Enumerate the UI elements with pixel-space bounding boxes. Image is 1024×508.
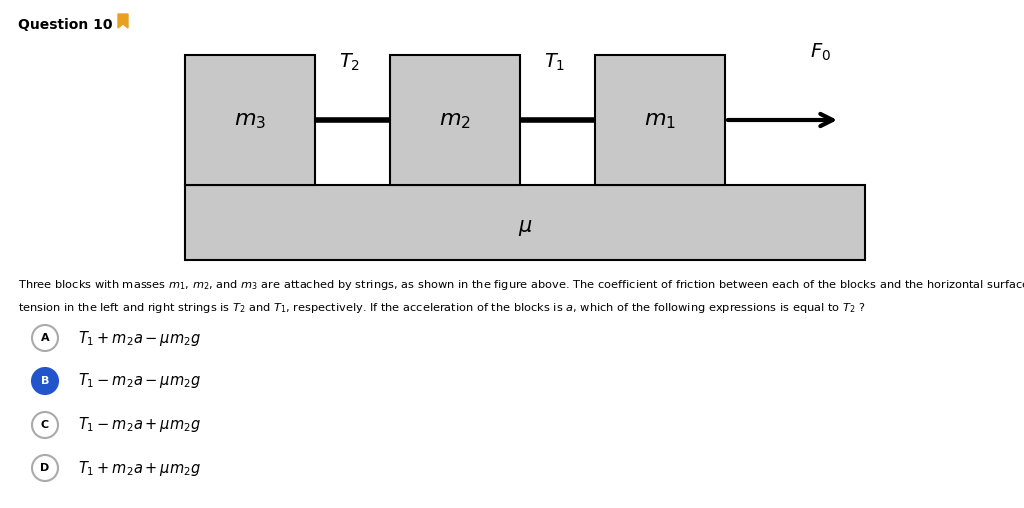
Text: $T_1 - m_2 a - \mu m_2 g$: $T_1 - m_2 a - \mu m_2 g$ xyxy=(78,371,201,391)
Circle shape xyxy=(32,368,58,394)
Text: C: C xyxy=(41,420,49,430)
Bar xyxy=(185,55,315,185)
Text: Question 10: Question 10 xyxy=(18,18,113,32)
Text: $T_2$: $T_2$ xyxy=(339,52,360,73)
Text: $m_3$: $m_3$ xyxy=(233,109,266,131)
Text: Three blocks with masses $m_1$, $m_2$, and $m_3$ are attached by strings, as sho: Three blocks with masses $m_1$, $m_2$, a… xyxy=(18,278,1024,292)
Bar xyxy=(595,55,725,185)
Text: $T_1 - m_2 a + \mu m_2 g$: $T_1 - m_2 a + \mu m_2 g$ xyxy=(78,416,201,434)
Text: B: B xyxy=(41,376,49,386)
Circle shape xyxy=(32,325,58,351)
Text: $F_0$: $F_0$ xyxy=(810,42,830,64)
Text: $T_1 + m_2 a - \mu m_2 g$: $T_1 + m_2 a - \mu m_2 g$ xyxy=(78,329,201,347)
Text: D: D xyxy=(40,463,49,473)
Polygon shape xyxy=(118,14,128,28)
Text: $\mu$: $\mu$ xyxy=(518,218,532,238)
Text: $T_1$: $T_1$ xyxy=(545,52,565,73)
Text: $m_2$: $m_2$ xyxy=(439,109,471,131)
Circle shape xyxy=(32,455,58,481)
Text: $T_1 + m_2 a + \mu m_2 g$: $T_1 + m_2 a + \mu m_2 g$ xyxy=(78,459,201,478)
Text: tension in the left and right strings is $T_2$ and $T_1$, respectively. If the a: tension in the left and right strings is… xyxy=(18,301,865,315)
Text: $m_1$: $m_1$ xyxy=(644,109,676,131)
Bar xyxy=(390,55,520,185)
Circle shape xyxy=(32,412,58,438)
Text: A: A xyxy=(41,333,49,343)
Bar xyxy=(185,185,865,260)
